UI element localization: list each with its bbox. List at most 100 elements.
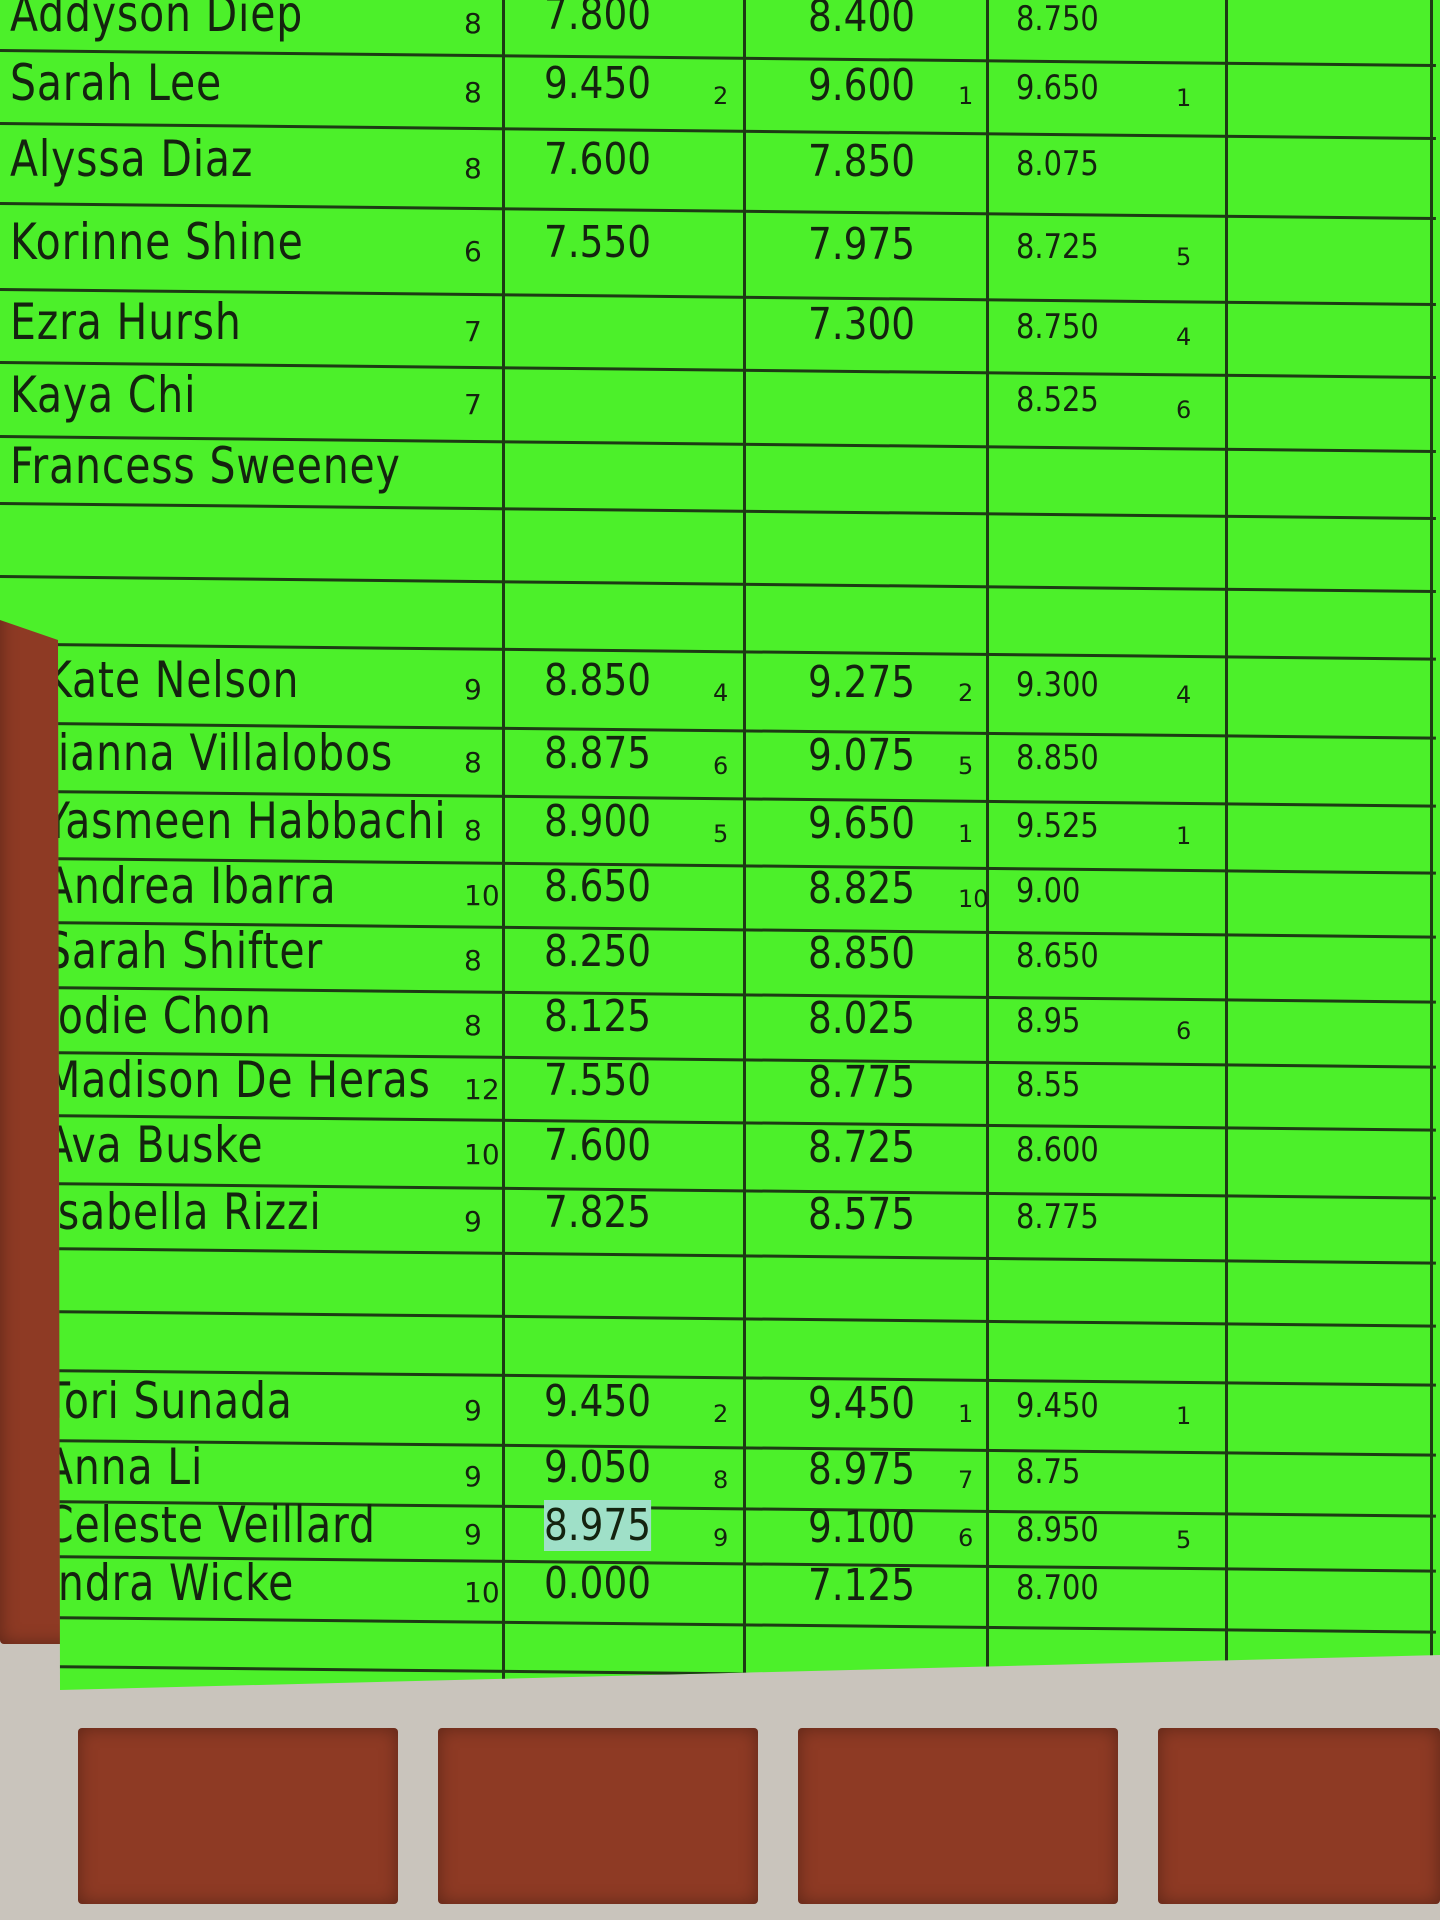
student-grade: 12 [464,1072,500,1106]
student-grade: 9 [464,1394,482,1427]
student-name: Anna Li [45,1437,204,1496]
score-round-2: 9.650 [808,797,916,849]
student-name: Tori Sunada [45,1372,293,1430]
score-round-1: 8.900 [544,795,652,847]
rank-round-3: 6 [1176,1016,1192,1045]
student-name: Isabella Rizzi [45,1182,322,1241]
student-grade: 8 [464,152,482,185]
score-round-1: 9.450 [544,57,652,109]
score-sheet: Addyson Diep 8 7.800 8.400 8.750 Sarah Lee 8 9.… [0,0,1440,1690]
score-round-1: 8.250 [544,925,652,977]
student-name: Jodie Chon [45,986,272,1045]
student-grade: 7 [464,388,482,421]
rank-round-1: 4 [713,678,729,707]
score-round-1: 8.125 [544,990,652,1042]
rank-round-2: 1 [958,1400,974,1428]
rank-round-2: 1 [958,81,974,110]
score-round-3: 8.55 [1016,1064,1081,1105]
score-round-1: 8.875 [544,728,652,779]
score-round-1: 7.550 [544,1054,652,1106]
score-round-1: 7.550 [544,217,652,268]
student-grade: 8 [464,75,482,109]
student-name: Indra Wicke [45,1553,295,1612]
score-round-1: 7.825 [544,1186,652,1238]
score-round-3: 9.450 [1016,1386,1099,1426]
score-round-2: 8.825 [808,863,916,914]
score-round-1: 8.975 [544,1499,652,1551]
score-round-2: 8.775 [808,1056,916,1108]
score-round-3: 8.775 [1016,1196,1099,1237]
rank-round-3: 1 [1176,821,1192,850]
score-round-3: 8.650 [1016,935,1099,976]
column-divider [1225,0,1228,1690]
rank-round-3: 5 [1176,1525,1192,1554]
student-name: Kate Nelson [45,650,300,709]
score-round-1: 0.000 [544,1557,652,1609]
student-name: Yasmeen Habbachi [45,791,447,850]
student-grade: 8 [464,1008,482,1042]
column-divider [743,0,746,1690]
row-divider [0,575,1436,594]
student-name: Kaya Chi [10,366,197,424]
score-round-2: 7.125 [808,1559,916,1611]
score-round-3: 9.300 [1016,664,1099,705]
score-round-2: 8.975 [808,1443,916,1495]
rank-round-1: 2 [713,1400,729,1428]
rank-round-2: 7 [958,1465,974,1494]
score-round-2: 9.600 [808,59,916,111]
score-round-3: 8.725 [1016,227,1099,267]
rank-round-3: 1 [1176,1402,1192,1430]
score-round-3: 8.750 [1016,306,1099,347]
score-round-1: 9.450 [544,1376,652,1427]
score-round-1: 8.850 [544,654,652,706]
rank-round-1: 9 [713,1523,729,1552]
rank-round-3: 4 [1176,680,1192,709]
student-name: Sarah Lee [10,53,223,112]
student-name: Alyssa Diaz [10,130,254,188]
score-round-2: 9.075 [808,730,916,781]
rank-round-3: 6 [1176,396,1192,424]
student-name: Ezra Hursh [10,292,242,351]
score-round-2: 8.850 [808,927,916,979]
student-name: Jianna Villalobos [45,724,394,782]
rank-round-3: 4 [1176,322,1192,351]
score-round-3: 8.600 [1016,1130,1099,1170]
score-round-2: 8.575 [808,1188,916,1240]
student-grade: 9 [464,1517,482,1551]
student-name: Andrea Ibarra [45,857,337,915]
rank-round-2: 5 [958,752,974,780]
score-round-3: 8.850 [1016,738,1099,778]
score-round-3: 9.00 [1016,871,1081,911]
student-grade: 8 [464,943,482,977]
score-round-1: 9.050 [544,1441,652,1493]
student-grade: 9 [464,672,482,706]
student-grade: 8 [464,746,482,779]
student-grade: 9 [464,1459,482,1493]
student-grade: 10 [464,1575,500,1609]
score-round-3: 8.750 [1016,0,1099,39]
column-divider [1430,0,1433,1690]
student-name: Sarah Shifter [45,921,324,980]
score-round-1: 7.600 [544,134,652,185]
student-grade: 8 [464,7,482,40]
student-grade: 6 [464,235,482,268]
student-grade: 10 [464,1138,500,1171]
student-grade: 10 [464,879,500,912]
brick [1158,1728,1440,1904]
score-round-2: 9.100 [808,1501,916,1553]
column-divider [986,0,989,1690]
column-divider [502,0,505,1690]
score-round-2: 9.450 [808,1378,916,1429]
rank-round-2: 1 [958,819,974,848]
score-round-3: 8.75 [1016,1451,1081,1492]
brick [438,1728,758,1904]
score-round-2: 7.975 [808,219,916,270]
student-name: Francess Sweeney [10,436,401,495]
student-name: Madison De Heras [45,1050,431,1109]
score-round-1: 7.600 [544,1120,652,1171]
score-round-3: 8.95 [1016,1000,1081,1041]
rank-round-1: 8 [713,1465,729,1494]
score-round-2: 9.275 [808,656,916,708]
score-round-1: 7.800 [544,0,652,40]
score-round-2: 7.300 [808,298,916,350]
